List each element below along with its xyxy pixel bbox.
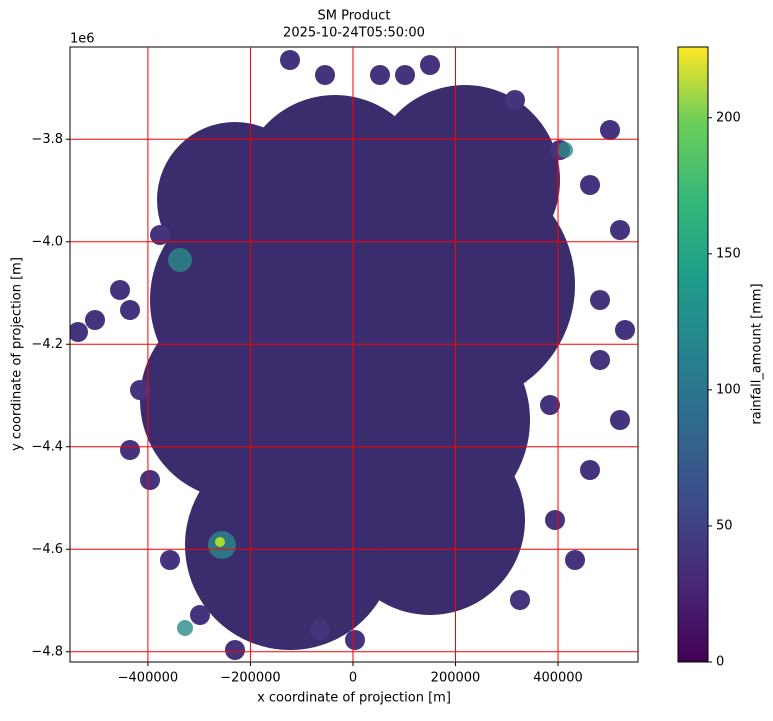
colorbar-tick-label: 0 xyxy=(716,655,724,670)
x-tick-label: −200000 xyxy=(220,671,281,686)
colorbar-tick-label: 150 xyxy=(716,246,741,261)
colorbar xyxy=(677,46,709,663)
x-tick-label: 400000 xyxy=(533,671,583,686)
y-axis-label: y coordinate of projection [m] xyxy=(10,257,25,451)
y-offset-label: 1e6 xyxy=(70,32,95,47)
y-tick-label: −4.4 xyxy=(31,439,63,454)
y-tick-label: −4.8 xyxy=(31,644,63,659)
colorbar-tick-label: 100 xyxy=(716,382,741,397)
colorbar-tick-label: 200 xyxy=(716,110,741,125)
chart-title: SM Product xyxy=(318,9,391,24)
y-tick-label: −3.8 xyxy=(31,132,63,147)
x-tick-label: 200000 xyxy=(431,671,481,686)
x-tick-label: −400000 xyxy=(118,671,179,686)
y-tick-label: −4.6 xyxy=(31,542,63,557)
y-tick-label: −4.2 xyxy=(31,337,63,352)
plot-frame xyxy=(69,46,639,663)
y-tick-label: −4.0 xyxy=(31,234,63,249)
colorbar-label: rainfall_amount [mm] xyxy=(750,283,765,424)
colorbar-tick-label: 50 xyxy=(716,518,733,533)
raster xyxy=(70,50,635,660)
chart-subtitle: 2025-10-24T05:50:00 xyxy=(283,26,425,41)
x-axis-label: x coordinate of projection [m] xyxy=(257,691,451,706)
x-tick-label: 0 xyxy=(349,671,357,686)
